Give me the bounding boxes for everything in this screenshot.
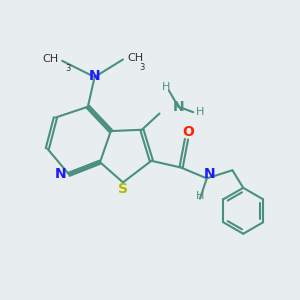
Text: CH: CH bbox=[42, 55, 58, 64]
Text: CH: CH bbox=[127, 53, 143, 63]
Text: H: H bbox=[196, 191, 204, 201]
Text: N: N bbox=[89, 69, 100, 83]
Text: H: H bbox=[162, 82, 170, 92]
Text: S: S bbox=[118, 182, 128, 196]
Text: N: N bbox=[55, 167, 66, 181]
Text: 3: 3 bbox=[65, 64, 71, 73]
Text: H: H bbox=[196, 107, 204, 117]
Text: N: N bbox=[172, 100, 184, 114]
Text: O: O bbox=[182, 125, 194, 140]
Text: 3: 3 bbox=[139, 63, 145, 72]
Text: N: N bbox=[204, 167, 215, 181]
